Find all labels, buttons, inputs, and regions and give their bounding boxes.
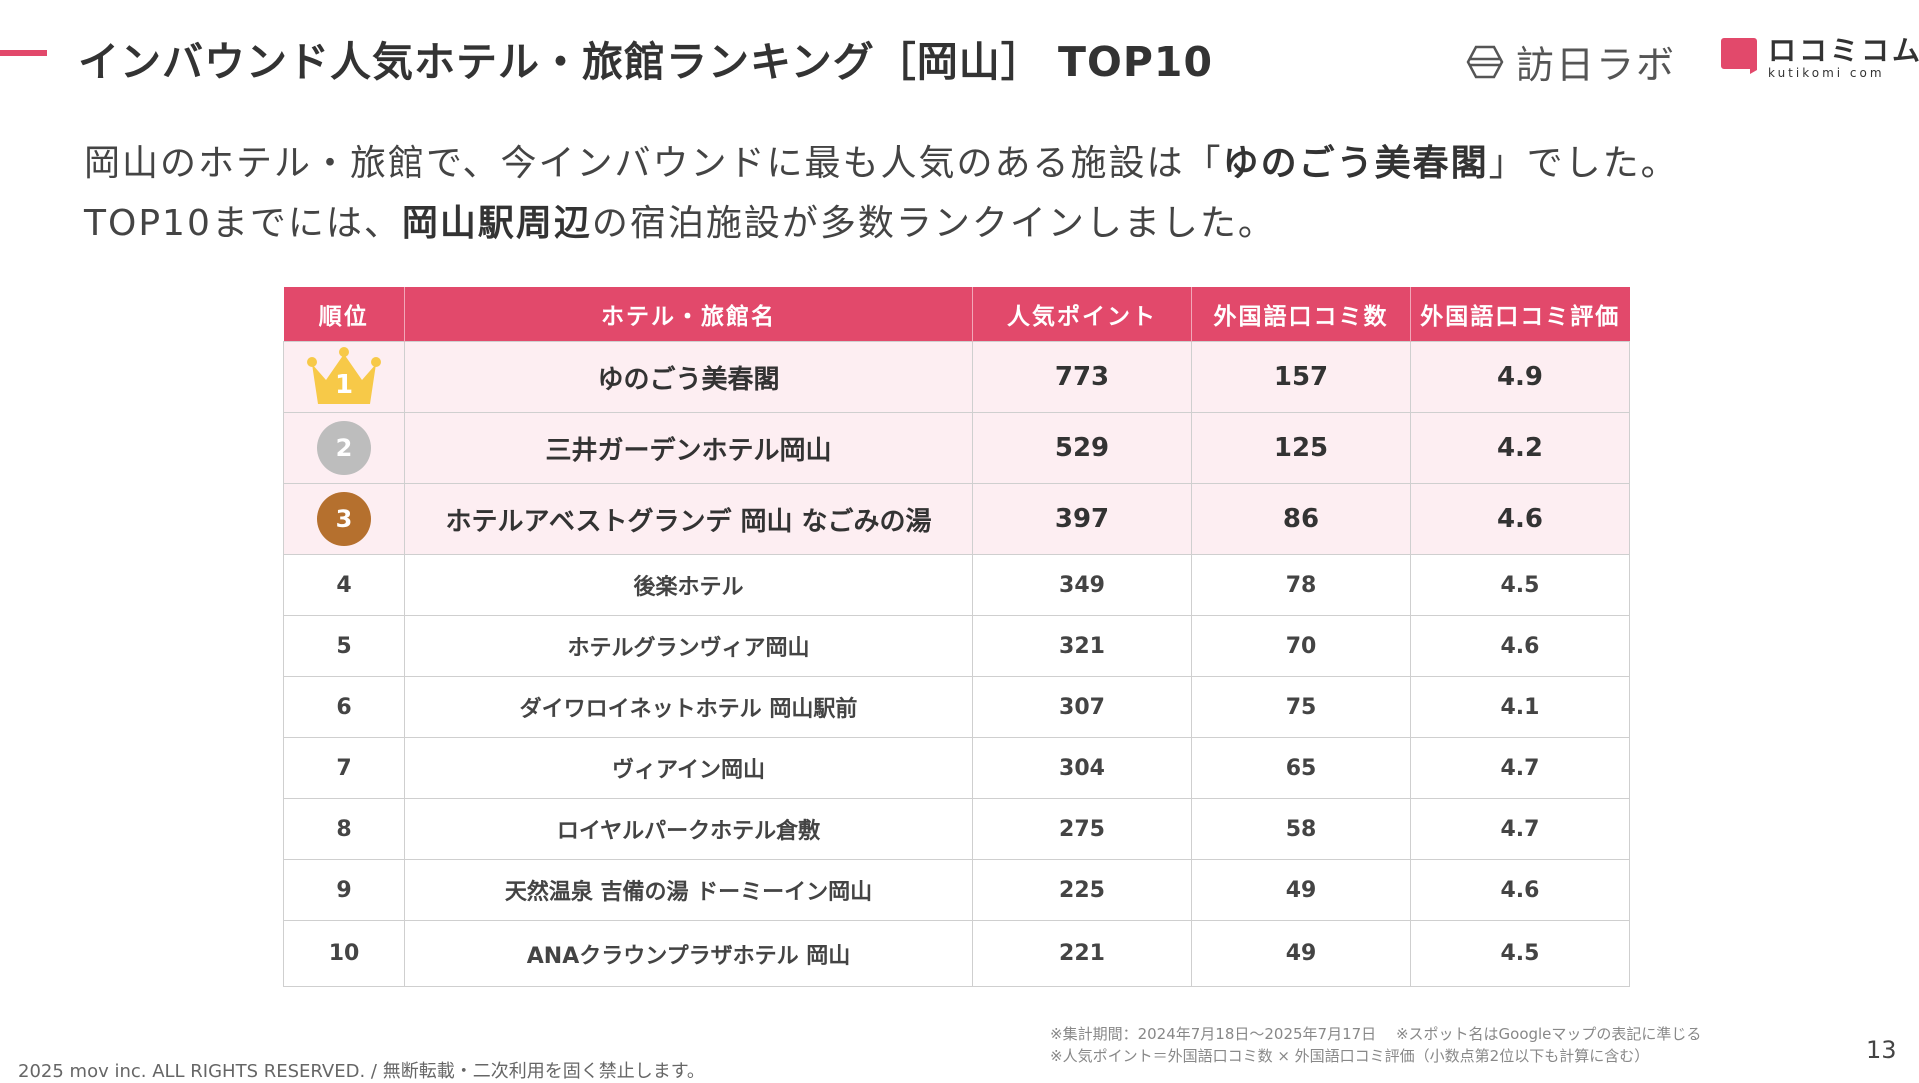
rank-number: 6	[283, 676, 405, 738]
header-points: 人気ポイント	[972, 287, 1192, 342]
rating-value: 4.5	[1410, 920, 1630, 987]
title-accent-bar	[0, 50, 47, 56]
rank-number: 10	[283, 920, 405, 987]
hotel-name: ホテルグランヴィア岡山	[404, 615, 973, 677]
hotel-name: ロイヤルパークホテル倉敷	[404, 798, 973, 860]
page-number: 13	[1866, 1036, 1897, 1064]
rating-value: 4.5	[1410, 554, 1630, 616]
table-row: 4 後楽ホテル 349 78 4.5	[283, 554, 1630, 616]
header-rating: 外国語口コミ評価	[1410, 287, 1630, 342]
points-value: 529	[972, 412, 1192, 484]
footnote-period: ※集計期間：2024年7月18日〜2025年7月17日 ※スポット名はGoogl…	[1050, 1025, 1702, 1043]
points-value: 321	[972, 615, 1192, 677]
rank-number: 9	[283, 859, 405, 921]
kuchikomi-logo-text: ロコミコム	[1768, 34, 1919, 67]
rank-number: 4	[283, 554, 405, 616]
hotel-name: ホテルアベストグランデ 岡山 なごみの湯	[404, 483, 973, 555]
table-row: 10 ANAクラウンプラザホテル 岡山 221 49 4.5	[283, 920, 1630, 987]
ranking-table: 順位 ホテル・旅館名 人気ポイント 外国語口コミ数 外国語口コミ評価 1 ゆ	[283, 287, 1630, 987]
footnote-formula: ※人気ポイント＝外国語口コミ数 × 外国語口コミ評価（小数点第2位以下も計算に含…	[1050, 1047, 1650, 1065]
reviews-value: 65	[1191, 737, 1411, 799]
points-value: 307	[972, 676, 1192, 738]
lead-line-2: TOP10までには、岡山駅周辺の宿泊施設が多数ランクインしました。	[84, 203, 1276, 244]
table-row: 9 天然温泉 吉備の湯 ドーミーイン岡山 225 49 4.6	[283, 859, 1630, 921]
lead-highlight-top-hotel: ゆのごう美春閣	[1222, 143, 1489, 184]
points-value: 397	[972, 483, 1192, 555]
header-rank: 順位	[283, 287, 405, 342]
hexagon-logo-icon	[1466, 45, 1504, 78]
table-row: 7 ヴィアイン岡山 304 65 4.7	[283, 737, 1630, 799]
reviews-value: 157	[1191, 341, 1411, 413]
crown-icon: 1	[304, 346, 384, 408]
points-value: 349	[972, 554, 1192, 616]
table-row: 6 ダイワロイネットホテル 岡山駅前 307 75 4.1	[283, 676, 1630, 738]
points-value: 275	[972, 798, 1192, 860]
hotel-name: 天然温泉 吉備の湯 ドーミーイン岡山	[404, 859, 973, 921]
reviews-value: 70	[1191, 615, 1411, 677]
reviews-value: 78	[1191, 554, 1411, 616]
rank-number: 1	[334, 370, 354, 400]
rating-value: 4.6	[1410, 615, 1630, 677]
page-title: インバウンド人気ホテル・旅館ランキング［岡山］ TOP10	[78, 38, 1213, 86]
hotel-name: 三井ガーデンホテル岡山	[404, 412, 973, 484]
hotel-name: ヴィアイン岡山	[404, 737, 973, 799]
points-value: 225	[972, 859, 1192, 921]
rank-cell: 1	[283, 341, 405, 413]
lead-line-1: 岡山のホテル・旅館で、今インバウンドに最も人気のある施設は「ゆのごう美春閣」でし…	[84, 143, 1679, 184]
bronze-medal-icon: 3	[317, 492, 371, 546]
hotel-name: ダイワロイネットホテル 岡山駅前	[404, 676, 973, 738]
houni-lab-logo: 訪日ラボ	[1466, 34, 1676, 89]
table-header-row: 順位 ホテル・旅館名 人気ポイント 外国語口コミ数 外国語口コミ評価	[283, 287, 1630, 342]
speech-square-logo-icon	[1721, 38, 1757, 74]
header-name: ホテル・旅館名	[404, 287, 973, 342]
hotel-name: ゆのごう美春閣	[404, 341, 973, 413]
reviews-value: 49	[1191, 920, 1411, 987]
points-value: 304	[972, 737, 1192, 799]
lead-highlight-area: 岡山駅周辺	[401, 203, 592, 244]
header-reviews: 外国語口コミ数	[1191, 287, 1411, 342]
reviews-value: 125	[1191, 412, 1411, 484]
houni-lab-logo-text: 訪日ラボ	[1516, 43, 1677, 87]
points-value: 221	[972, 920, 1192, 987]
kuchikomi-com-logo: ロコミコム kutikomi com	[1720, 36, 1919, 80]
table-row: 8 ロイヤルパークホテル倉敷 275 58 4.7	[283, 798, 1630, 860]
kuchikomi-logo-subtext: kutikomi com	[1768, 66, 1885, 80]
reviews-value: 75	[1191, 676, 1411, 738]
points-value: 773	[972, 341, 1192, 413]
silver-medal-icon: 2	[317, 421, 371, 475]
rank-number: 5	[283, 615, 405, 677]
hotel-name: 後楽ホテル	[404, 554, 973, 616]
table-row: 2 三井ガーデンホテル岡山 529 125 4.2	[283, 412, 1630, 484]
rating-value: 4.7	[1410, 737, 1630, 799]
table-row: 5 ホテルグランヴィア岡山 321 70 4.6	[283, 615, 1630, 677]
rank-cell: 2	[283, 412, 405, 484]
rank-number: 8	[283, 798, 405, 860]
rating-value: 4.2	[1410, 412, 1630, 484]
reviews-value: 49	[1191, 859, 1411, 921]
rank-cell: 3	[283, 483, 405, 555]
rating-value: 4.9	[1410, 341, 1630, 413]
reviews-value: 58	[1191, 798, 1411, 860]
copyright-text: 2025 mov inc. ALL RIGHTS RESERVED. / 無断転…	[18, 1061, 705, 1082]
reviews-value: 86	[1191, 483, 1411, 555]
hotel-name: ANAクラウンプラザホテル 岡山	[404, 920, 973, 987]
footnotes: ※集計期間：2024年7月18日〜2025年7月17日 ※スポット名はGoogl…	[1050, 1023, 1701, 1067]
rating-value: 4.7	[1410, 798, 1630, 860]
table-row: 3 ホテルアベストグランデ 岡山 なごみの湯 397 86 4.6	[283, 483, 1630, 555]
rank-number: 7	[283, 737, 405, 799]
lead-text: 岡山のホテル・旅館で、今インバウンドに最も人気のある施設は「ゆのごう美春閣」でし…	[84, 134, 1679, 254]
rating-value: 4.6	[1410, 483, 1630, 555]
rating-value: 4.1	[1410, 676, 1630, 738]
table-row: 1 ゆのごう美春閣 773 157 4.9	[283, 341, 1630, 413]
rating-value: 4.6	[1410, 859, 1630, 921]
